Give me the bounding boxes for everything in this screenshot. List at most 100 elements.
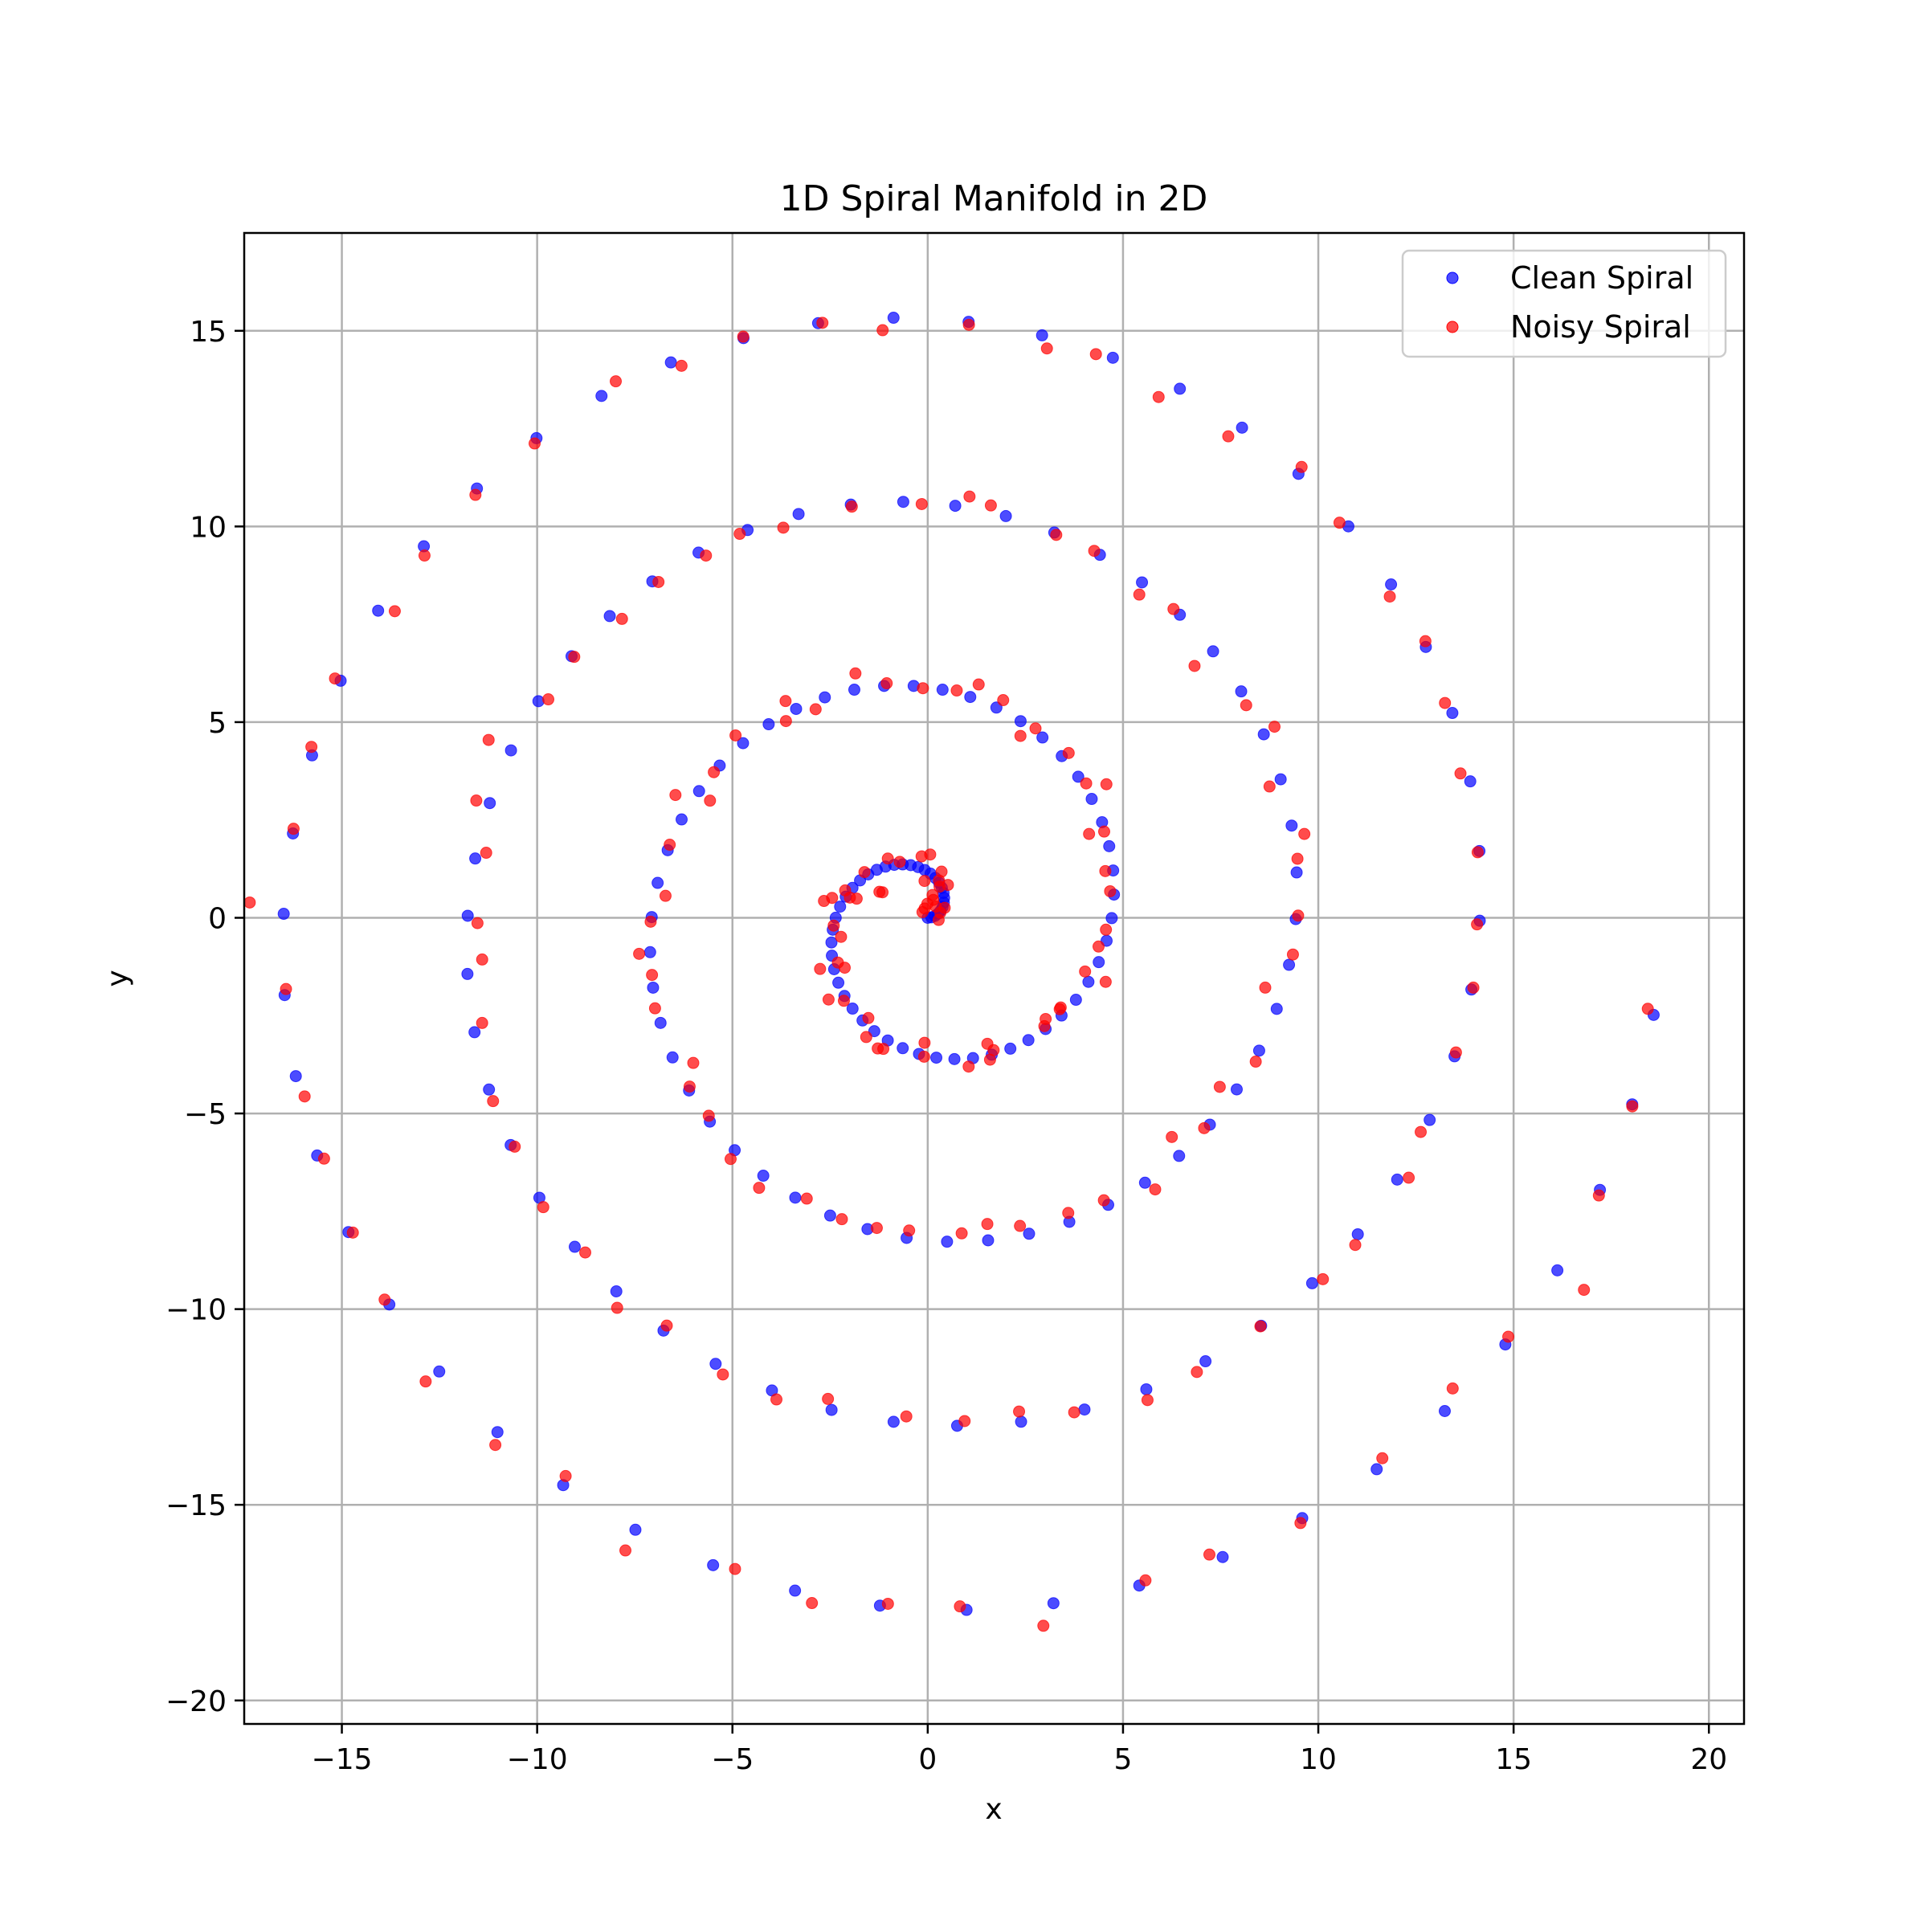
noisy-point	[1092, 940, 1105, 953]
noisy-point	[1054, 1001, 1067, 1014]
noisy-point	[1376, 1452, 1389, 1464]
clean-point	[675, 813, 688, 826]
clean-point	[1207, 645, 1219, 658]
clean-point	[1022, 1034, 1035, 1047]
noisy-point	[287, 823, 300, 835]
clean-point	[1446, 707, 1459, 720]
noisy-point	[1139, 1574, 1152, 1587]
noisy-point	[1097, 1194, 1110, 1207]
clean-point	[1015, 1415, 1027, 1428]
noisy-point	[917, 1050, 930, 1063]
noisy-point	[669, 789, 682, 802]
noisy-point	[1213, 1080, 1226, 1093]
axis-ticks: −15 −10 −5 0 5 10 15 20 −20 −15 −10 −5 0 5 10 15	[165, 316, 1727, 1776]
noisy-point	[1454, 767, 1467, 780]
noisy-point	[963, 490, 976, 503]
noisy-point	[770, 1393, 783, 1406]
y-tick-label: −20	[165, 1685, 227, 1718]
clean-point	[1105, 912, 1118, 925]
clean-point	[1035, 329, 1048, 341]
noisy-point	[1292, 909, 1305, 922]
noisy-point	[881, 852, 894, 865]
noisy-point	[1013, 1405, 1026, 1418]
noisy-point	[1333, 517, 1346, 529]
x-tick-label: 10	[1300, 1743, 1337, 1776]
noisy-point	[962, 1060, 975, 1073]
clean-point	[629, 1523, 642, 1536]
noisy-point	[487, 1095, 500, 1108]
noisy-point	[476, 953, 488, 966]
clean-point	[832, 976, 845, 989]
noisy-point	[1149, 1183, 1162, 1196]
noisy-point	[733, 528, 746, 541]
clean-point	[964, 691, 977, 704]
legend-marker-clean	[1446, 272, 1459, 284]
noisy-point	[683, 1080, 696, 1093]
clean-point	[868, 1025, 880, 1038]
noisy-point	[1014, 729, 1027, 742]
noisy-point	[816, 317, 829, 329]
noisy-point	[419, 1375, 432, 1388]
noisy-point	[648, 1002, 661, 1015]
legend-box	[1401, 249, 1727, 358]
clean-point	[737, 737, 750, 750]
clean-point	[819, 691, 831, 704]
clean-point	[1424, 1113, 1436, 1126]
clean-point	[825, 1403, 838, 1416]
noisy-point	[1097, 825, 1110, 838]
noisy-point	[729, 729, 742, 741]
clean-point	[1270, 1003, 1283, 1015]
noisy-point	[779, 715, 792, 728]
clean-point	[532, 695, 545, 708]
clean-point	[643, 946, 656, 958]
noisy-point	[1626, 1100, 1639, 1113]
noisy-point	[646, 969, 659, 982]
noisy-point	[929, 901, 942, 913]
noisy-point	[1263, 780, 1276, 793]
noisy-point	[933, 874, 946, 887]
noisy-point	[950, 684, 963, 697]
noisy-point	[700, 549, 713, 562]
noisy-point	[779, 695, 792, 708]
noisy-point	[1100, 778, 1113, 790]
noisy-point	[1592, 1189, 1605, 1202]
noisy-point	[664, 839, 676, 852]
noisy-point	[1349, 1239, 1362, 1252]
clean-point	[1391, 1173, 1403, 1186]
clean-point	[654, 1016, 667, 1029]
clean-point	[1236, 421, 1248, 434]
noisy-point	[870, 1222, 883, 1235]
noisy-point	[809, 703, 822, 716]
noisy-point	[480, 847, 492, 860]
x-tick-label: −5	[711, 1743, 754, 1776]
noisy-point	[1089, 348, 1102, 361]
clean-point	[846, 1003, 859, 1015]
clean-point	[999, 509, 1012, 522]
noisy-point	[915, 850, 928, 863]
legend: Clean Spiral Noisy Spiral	[1401, 249, 1727, 358]
clean-point	[834, 901, 847, 913]
noisy-point	[1249, 1056, 1262, 1068]
clean-point	[469, 852, 482, 865]
x-tick-label: −10	[507, 1743, 568, 1776]
clean-point	[1274, 773, 1287, 786]
clean-point	[1283, 958, 1296, 971]
clean-point	[610, 1285, 623, 1298]
y-tick-label: 5	[208, 707, 227, 740]
x-axis-label: x	[985, 1793, 1002, 1826]
noisy-point	[903, 1224, 916, 1237]
noisy-point	[1198, 1121, 1211, 1134]
noisy-point	[305, 741, 318, 754]
noisy-point	[1317, 1272, 1330, 1285]
noisy-point	[346, 1226, 359, 1239]
noisy-point	[615, 612, 628, 625]
noisy-point	[1254, 1320, 1267, 1333]
clean-point	[762, 718, 775, 731]
clean-point	[1438, 1405, 1451, 1418]
clean-point	[792, 508, 805, 521]
noisy-point	[1099, 975, 1112, 988]
x-tick-label: 15	[1495, 1743, 1532, 1776]
noisy-point	[954, 1600, 966, 1613]
noisy-point	[568, 651, 581, 664]
noisy-point	[1502, 1330, 1515, 1343]
